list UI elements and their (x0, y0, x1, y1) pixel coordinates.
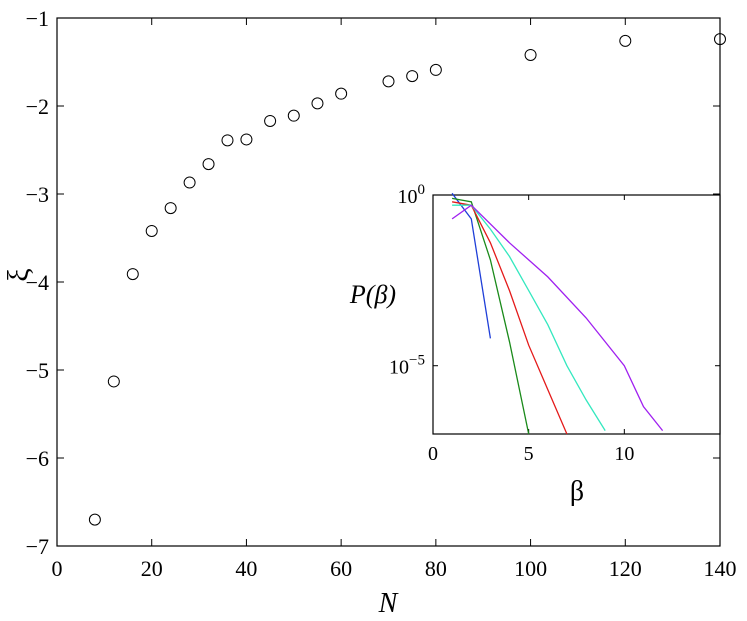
main-x-tick-label: 80 (425, 556, 447, 581)
main-x-tick-label: 120 (609, 556, 642, 581)
data-point (524, 48, 537, 61)
inset-x-tick-label: 5 (524, 443, 534, 465)
main-tick-labels: 0 20 40 60 80 100 120 140−7−6−5−4−3−2−1 (26, 6, 737, 581)
inset-series-line-2 (451, 197, 530, 435)
data-point (88, 513, 101, 526)
inset-y-tick-label: 100 (398, 182, 426, 208)
inset-series-line-5 (451, 204, 664, 432)
main-y-tick-label: −2 (26, 94, 49, 119)
data-point (406, 70, 419, 83)
data-point (619, 34, 632, 47)
inset-background (433, 195, 720, 434)
main-y-tick-label: −1 (26, 6, 49, 31)
inset-x-axis-label: β (570, 476, 584, 507)
inset-series-lines (451, 192, 664, 435)
inset-plot-frame (432, 194, 721, 435)
data-point (202, 158, 215, 171)
main-x-tick-label: 20 (141, 556, 163, 581)
main-y-tick-label: −7 (26, 534, 49, 559)
data-point (164, 202, 177, 215)
main-y-tick-label: −6 (26, 446, 49, 471)
main-y-tick-label: −4 (26, 270, 49, 295)
data-point (264, 114, 277, 127)
main-x-axis-label: N (378, 588, 399, 619)
main-x-tick-label: 0 (52, 556, 63, 581)
data-point (714, 33, 726, 46)
data-point (287, 109, 300, 122)
data-point (382, 75, 395, 88)
inset-series-line-4 (452, 204, 606, 431)
data-point (126, 268, 139, 281)
data-point (311, 97, 324, 110)
main-x-tick-label: 60 (330, 556, 352, 581)
data-point (221, 134, 234, 147)
data-point (240, 133, 253, 146)
main-x-tick-label: 140 (704, 556, 737, 581)
inset-x-tick-label: 10 (614, 443, 634, 465)
inset-y-axis-label: P(β) (349, 280, 396, 309)
data-point (107, 375, 120, 388)
main-x-tick-label: 40 (235, 556, 257, 581)
inset-series-line-1 (451, 192, 492, 339)
main-x-tick-label: 100 (514, 556, 547, 581)
data-point (145, 224, 158, 237)
data-point (429, 63, 442, 76)
data-point (335, 87, 348, 100)
inset-y-tick-label: 10−5 (389, 353, 425, 379)
main-y-tick-label: −5 (26, 358, 49, 383)
main-y-axis-label: ξ (2, 268, 35, 281)
inset-x-tick-label: 0 (428, 443, 438, 465)
main-y-tick-label: −3 (26, 182, 49, 207)
main-data-points (88, 33, 726, 526)
data-point (183, 176, 196, 189)
inset-tick-labels: 0 5 10 100 10−5 (389, 182, 634, 465)
